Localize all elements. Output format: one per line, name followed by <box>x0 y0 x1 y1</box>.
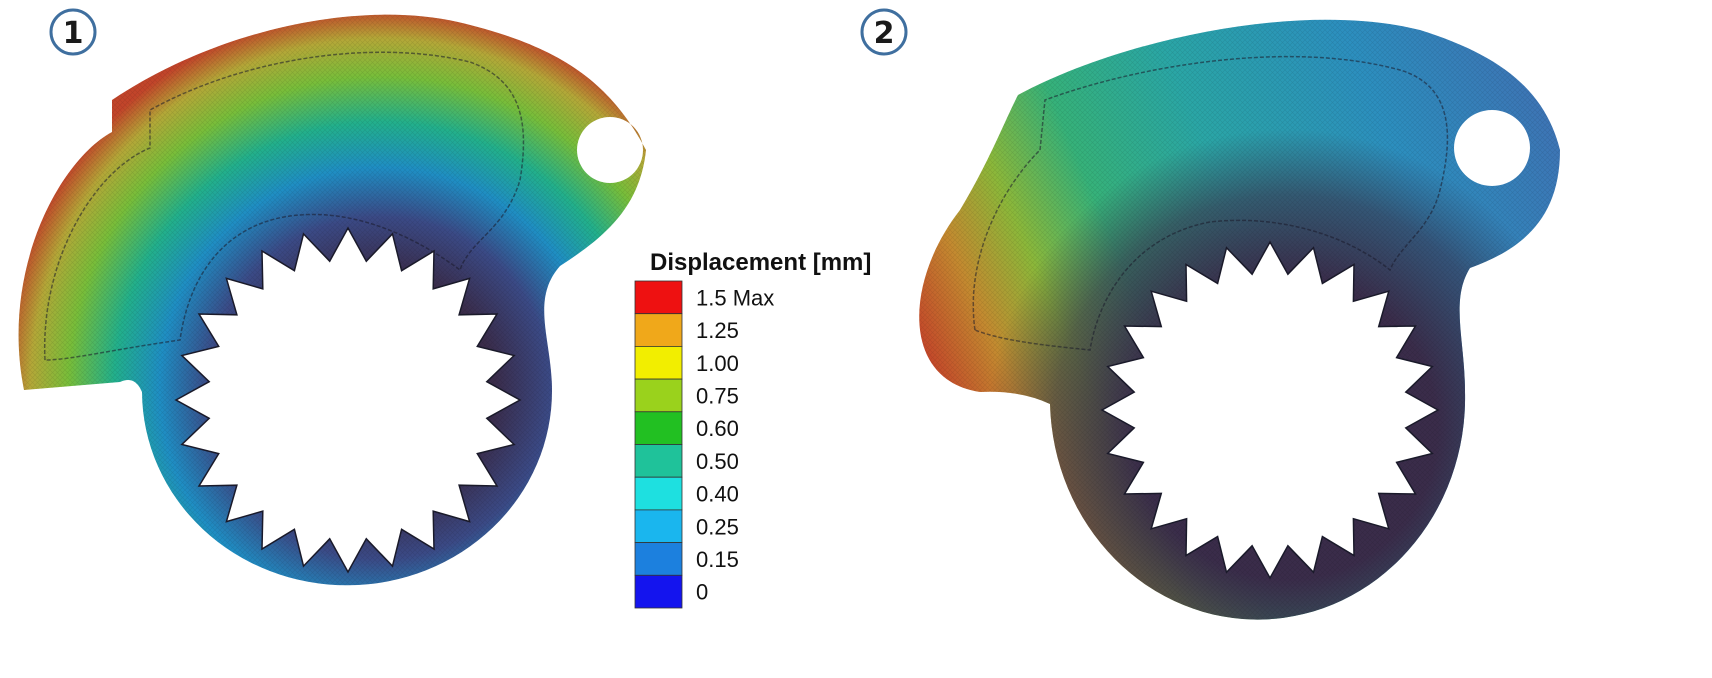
legend-swatch <box>634 378 683 413</box>
legend-label: 0.75 <box>696 383 739 408</box>
panel-2: 2 <box>860 8 1560 620</box>
badge-2: 2 <box>860 8 908 56</box>
badge-2-text: 2 <box>874 16 895 51</box>
legend-swatch <box>634 411 683 445</box>
legend-swatch <box>634 574 683 609</box>
part-1-inner-outline <box>43 51 525 361</box>
legend-label: 0.15 <box>696 547 739 572</box>
badge-1-text: 1 <box>63 16 84 51</box>
part-2 <box>919 19 1560 620</box>
legend-label: 0.60 <box>696 416 739 441</box>
legend-title: Displacement [mm] <box>650 249 871 276</box>
legend-swatch <box>634 444 683 478</box>
displacement-legend: Displacement [mm] 1.5 Max 1.25 1.00 0.75 0.6… <box>634 249 871 609</box>
legend-swatch <box>634 345 683 380</box>
part-1 <box>18 14 646 586</box>
legend-label: 0.25 <box>696 514 739 539</box>
badge-1: 1 <box>49 8 97 56</box>
legend-swatch <box>634 476 683 511</box>
legend-label: 1.00 <box>696 351 739 376</box>
legend-label: 0 <box>696 580 708 605</box>
legend-swatch <box>634 280 683 315</box>
legend-label: 0.50 <box>696 449 739 474</box>
part-2-gear-hole <box>1100 240 1440 580</box>
legend-swatch <box>634 509 683 543</box>
legend-label: 0.40 <box>696 482 739 507</box>
legend-swatches: 1.5 Max 1.25 1.00 0.75 0.60 0.50 0.40 0.25 0.15 0 <box>634 280 774 609</box>
legend-swatch <box>634 313 683 347</box>
panel-1: 1 <box>18 8 646 586</box>
legend-swatch <box>634 542 683 576</box>
legend-label: 1.25 <box>696 318 739 343</box>
legend-label: 1.5 Max <box>696 285 774 310</box>
part-1-gear-hole <box>174 226 522 574</box>
